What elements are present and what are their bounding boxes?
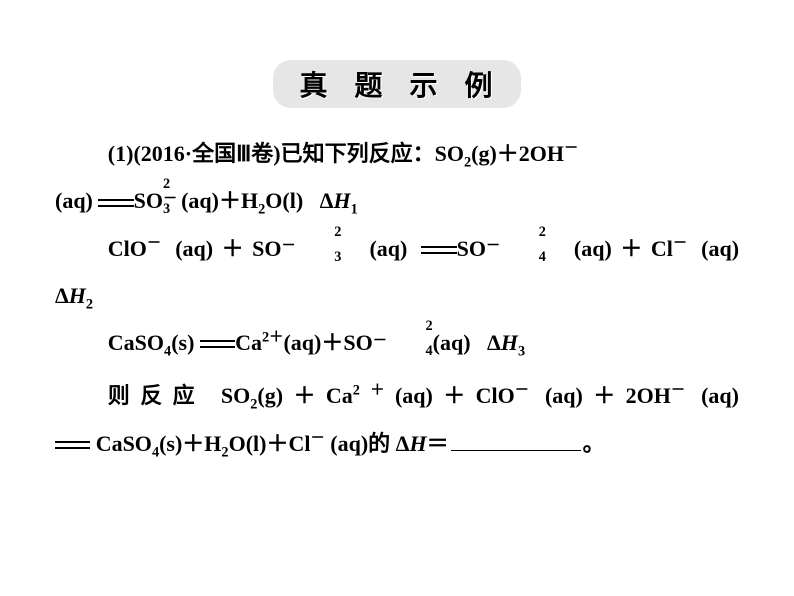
- eq3-ca-sup: 2＋: [262, 330, 283, 346]
- eq1-aq: (aq): [55, 188, 93, 213]
- eq1-so3: SO: [134, 188, 163, 213]
- q-eq: ＝: [427, 431, 449, 456]
- eq2-aq1: (aq)＋SO: [175, 236, 281, 261]
- eq2-so4-sup: 2－: [486, 225, 546, 254]
- eq2-line2: ΔH2: [55, 272, 739, 319]
- eq2-so4: SO: [457, 236, 486, 261]
- q-aq3: (aq): [701, 383, 739, 408]
- q-so2-state: (g)＋Ca: [257, 383, 352, 408]
- eq1-so2-state: (g)＋2OH: [471, 141, 564, 166]
- eq1-so3-charge: 2－3: [163, 190, 170, 212]
- eq3-line: CaSO 4 (s) Ca2＋(aq)＋SO2－4(aq) ΔH3: [55, 319, 739, 366]
- eq3-s: (s): [171, 330, 194, 355]
- eq3-aq2: (aq): [433, 330, 471, 355]
- title-banner: 真 题 示 例: [55, 60, 739, 108]
- eq2-delta: Δ: [55, 283, 69, 308]
- eq3-ca: Ca: [235, 330, 262, 355]
- eq2-H: H: [69, 283, 86, 308]
- eq3-H: H: [501, 330, 518, 355]
- eq2-so3-charge: 2－3: [282, 238, 342, 260]
- eq2-aq4: (aq): [701, 236, 739, 261]
- eq2-so4-sub: 4: [539, 249, 546, 265]
- eq3-delta: Δ: [487, 330, 501, 355]
- eq1-dh-sub: 1: [351, 202, 358, 218]
- q-clo-sup: －: [515, 383, 529, 399]
- eq1-oh-sup: －: [564, 141, 578, 157]
- eq2-cl-sup: －: [673, 235, 687, 251]
- section-title: 真 题 示 例: [273, 60, 520, 108]
- eq2-so3-sub: 3: [334, 249, 341, 265]
- eq1-line2: (aq) SO2－3 (aq)＋H2O(l) ΔH1: [55, 177, 739, 224]
- page: 真 题 示 例 (1)(2016·全国Ⅲ卷)已知下列反应：SO2(g)＋2OH－…: [0, 0, 794, 596]
- eq3-caso4: CaSO: [108, 330, 164, 355]
- eq2-dh-sub: 2: [86, 296, 93, 312]
- answer-blank[interactable]: [451, 430, 581, 451]
- eq1-h2o-pre: (aq)＋H: [181, 188, 258, 213]
- eq2-line1: ClO－ (aq)＋SO2－3 (aq) SO2－4 (aq)＋Cl－ (aq): [55, 225, 739, 272]
- q-ca-sup: 2＋: [353, 383, 395, 399]
- question-line2: CaSO4(s)＋H2O(l)＋Cl－ (aq)的 ΔH＝。: [55, 420, 739, 467]
- q-aq1: (aq)＋ClO: [395, 383, 515, 408]
- q-aq2: (aq)＋2OH: [545, 383, 671, 408]
- eq3-aq1: (aq)＋SO: [283, 330, 372, 355]
- eq1-delta: Δ: [320, 188, 334, 213]
- q-caso4: CaSO: [96, 431, 152, 456]
- eq1-h2o: O(l): [265, 188, 303, 213]
- q-cl-sup: －: [310, 430, 324, 446]
- eq1-prefix: (1)(2016·全国Ⅲ卷)已知下列反应：: [108, 141, 435, 166]
- q-aq-end: (aq)的 Δ: [330, 431, 409, 456]
- eq1-so2: SO: [435, 141, 464, 166]
- eq3-so4-charge: 2－4: [373, 332, 433, 354]
- eq2-aq3: (aq)＋Cl: [574, 236, 673, 261]
- eq3-so4-sub: 4: [426, 343, 433, 359]
- eq2-so3-sup: 2－: [282, 225, 342, 254]
- eq3-dh-sub: 3: [518, 344, 525, 360]
- eq2-clo-sup: －: [147, 235, 161, 251]
- q-s-h2o: (s)＋H: [159, 431, 221, 456]
- eq3-so4-sup: 2－: [373, 319, 433, 348]
- question-line1: 则反应 SO2(g)＋Ca2＋(aq)＋ClO－ (aq)＋2OH－ (aq): [55, 372, 739, 419]
- eq1-line1: (1)(2016·全国Ⅲ卷)已知下列反应：SO2(g)＋2OH－: [55, 130, 739, 177]
- q-period: 。: [583, 431, 605, 456]
- eq1-H: H: [333, 188, 350, 213]
- q-intro: 则反应 SO: [108, 383, 250, 408]
- q-H: H: [409, 431, 426, 456]
- q-h2-sub: 2: [221, 444, 228, 460]
- eq2-aq2: (aq): [369, 236, 407, 261]
- eq2-so4-charge: 2－4: [486, 238, 546, 260]
- q-ol-cl: O(l)＋Cl: [229, 431, 311, 456]
- q-oh-sup: －: [671, 383, 685, 399]
- eq1-so3-sub: 3: [163, 201, 170, 217]
- eq2-clo: ClO: [108, 236, 147, 261]
